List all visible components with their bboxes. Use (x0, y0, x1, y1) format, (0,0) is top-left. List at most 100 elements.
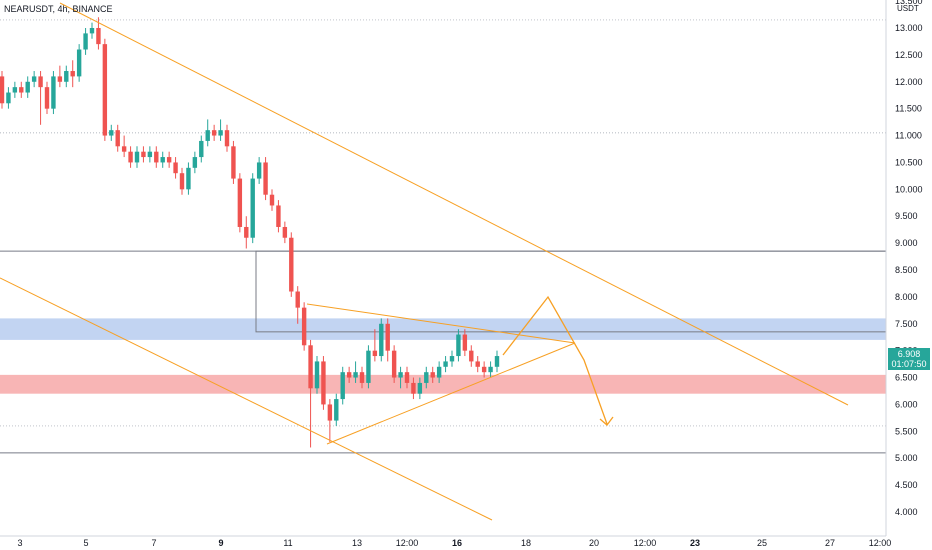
trend-drawings (0, 2, 849, 521)
price-tick-label: 4.000 (895, 507, 918, 517)
candle-body (295, 291, 300, 308)
time-tick-label: 5 (83, 538, 88, 548)
price-tick-label: 5.000 (895, 453, 918, 463)
time-tick-label: 13 (352, 538, 362, 548)
price-tick-label: 8.500 (895, 265, 918, 275)
candle-body (128, 151, 133, 163)
candle-body (346, 372, 352, 378)
candle-body (372, 350, 378, 357)
candle-body (70, 71, 75, 77)
candle-body (443, 361, 448, 367)
candle-body (205, 130, 210, 141)
candle-body (250, 178, 255, 238)
candle-body (462, 334, 468, 351)
time-tick-label: 12:00 (396, 538, 419, 548)
candle-body (64, 71, 69, 82)
candle-body (96, 28, 101, 45)
candle-body (237, 178, 243, 227)
candle-body (436, 366, 442, 378)
candle-body (289, 237, 294, 292)
symbol-title: NEARUSDT, 4h, BINANCE (4, 4, 113, 14)
time-tick-label: 23 (690, 538, 700, 548)
candle-body (57, 76, 63, 82)
bar-countdown: 01:07:50 (891, 359, 927, 369)
candle-body (244, 226, 249, 238)
time-tick-label: 12:00 (634, 538, 657, 548)
candle-body (430, 372, 435, 378)
projection-path (502, 295, 608, 425)
price-axis-panel (886, 0, 932, 550)
time-tick-label: 11 (283, 538, 292, 548)
candle-body (301, 307, 307, 346)
candle-body (141, 151, 146, 158)
candle-body (31, 76, 37, 82)
candle-body (173, 162, 178, 174)
time-tick-label: 27 (825, 538, 835, 548)
candle-body (83, 33, 88, 50)
price-tick-label: 12.000 (895, 77, 923, 87)
candle-body (89, 28, 95, 34)
candle-body (179, 173, 185, 190)
time-axis[interactable]: 3 5 7 9 11 13 12:00 16 18 20 12:00 23 25 27 12:00 (0, 535, 892, 548)
candle-body (276, 205, 281, 227)
candle-body (6, 92, 11, 104)
candle-body (25, 81, 30, 93)
time-tick-label: 16 (452, 538, 462, 548)
candle-body (199, 140, 204, 158)
candle-body (102, 44, 108, 136)
price-tick-label: 11.500 (895, 104, 922, 114)
candle-body (211, 130, 217, 136)
candle-body (160, 157, 165, 163)
candle-body (12, 87, 18, 93)
candle-body (51, 76, 56, 109)
candle-body (218, 130, 223, 136)
support-zone (0, 374, 886, 394)
candle-body (282, 226, 288, 238)
price-tick-label: 4.500 (895, 480, 918, 490)
candle-body (269, 194, 275, 206)
lower-trendline (0, 277, 493, 521)
candle-body (391, 350, 397, 378)
time-tick-label: 20 (589, 538, 599, 548)
candle-body (192, 157, 198, 168)
candle-body (147, 151, 153, 158)
candle-body (166, 157, 172, 163)
candle-body (404, 372, 410, 383)
price-tick-label: 9.500 (895, 211, 918, 221)
candle-body (154, 151, 159, 163)
candle-body (121, 146, 127, 152)
resistance-zone (0, 318, 886, 340)
candle-body (411, 382, 416, 394)
candle-body (231, 146, 236, 179)
triangle-lower-line (326, 342, 576, 445)
price-tick-label: 13.000 (895, 23, 923, 33)
time-tick-label: 12:00 (869, 538, 892, 548)
candle-body (494, 356, 500, 367)
candle-body (0, 76, 5, 104)
price-tick-label: 9.000 (895, 238, 918, 248)
time-tick-label: 7 (151, 538, 156, 548)
candle-body (456, 334, 461, 357)
time-tick-label: 9 (218, 538, 223, 548)
candle-body (340, 372, 345, 400)
time-tick-label: 18 (521, 538, 531, 548)
candle-body (109, 130, 114, 136)
price-axis[interactable]: 4.0004.5005.0005.5006.0006.5007.0007.500… (885, 0, 932, 550)
price-tick-label: 6.500 (895, 373, 918, 383)
candle-body (38, 76, 43, 88)
candle-body (224, 130, 230, 147)
candle-body (366, 350, 371, 383)
candle-body (385, 323, 390, 351)
candle-body (19, 87, 24, 93)
candle-body (186, 167, 191, 190)
price-tick-label: 10.000 (895, 184, 923, 194)
price-tick-label: 6.000 (895, 399, 918, 409)
candle-body (449, 356, 455, 362)
candle-body (417, 382, 423, 394)
price-tick-label: 11.000 (895, 131, 922, 141)
candle-body (44, 87, 50, 109)
price-tick-label: 10.500 (895, 157, 923, 167)
price-tick-label: 5.500 (895, 426, 918, 436)
candle-body (469, 350, 474, 362)
